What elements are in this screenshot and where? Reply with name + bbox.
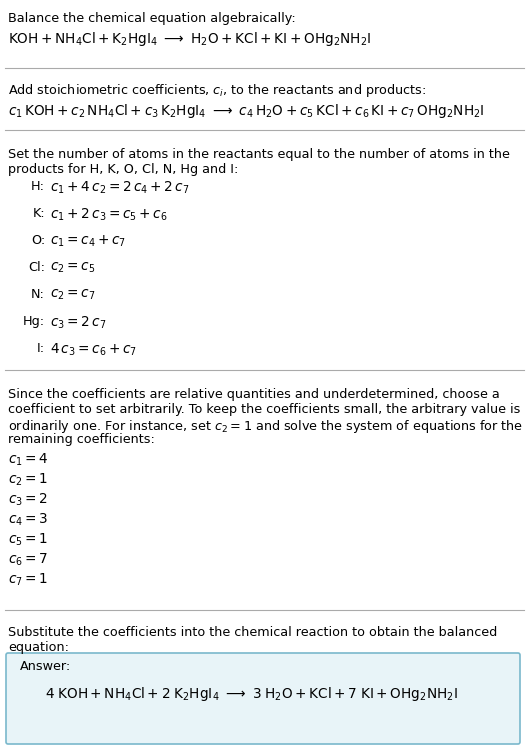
Text: $c_3 = 2\,c_7$: $c_3 = 2\,c_7$ — [50, 315, 106, 332]
Text: $c_1 + 4\,c_2 = 2\,c_4 + 2\,c_7$: $c_1 + 4\,c_2 = 2\,c_4 + 2\,c_7$ — [50, 180, 189, 196]
Text: ordinarily one. For instance, set $c_2 = 1$ and solve the system of equations fo: ordinarily one. For instance, set $c_2 =… — [8, 418, 523, 435]
Text: Answer:: Answer: — [20, 660, 71, 673]
Text: Cl:: Cl: — [28, 261, 45, 274]
Text: $c_5 = 1$: $c_5 = 1$ — [8, 532, 48, 548]
FancyBboxPatch shape — [6, 653, 520, 744]
Text: Substitute the coefficients into the chemical reaction to obtain the balanced: Substitute the coefficients into the che… — [8, 626, 497, 639]
Text: $c_4 = 3$: $c_4 = 3$ — [8, 512, 48, 528]
Text: Set the number of atoms in the reactants equal to the number of atoms in the: Set the number of atoms in the reactants… — [8, 148, 510, 161]
Text: $\mathrm{4\;KOH + NH_4Cl + 2\;K_2HgI_4 \ \longrightarrow \ 3\;H_2O + KCl + 7\;KI: $\mathrm{4\;KOH + NH_4Cl + 2\;K_2HgI_4 \… — [45, 685, 458, 703]
Text: products for H, K, O, Cl, N, Hg and I:: products for H, K, O, Cl, N, Hg and I: — [8, 163, 239, 176]
Text: Hg:: Hg: — [23, 315, 45, 328]
Text: $c_1\,\mathrm{KOH} + c_2\,\mathrm{NH_4Cl} + c_3\,\mathrm{K_2HgI_4}\ \longrightar: $c_1\,\mathrm{KOH} + c_2\,\mathrm{NH_4Cl… — [8, 102, 485, 120]
Text: K:: K: — [32, 207, 45, 220]
Text: Balance the chemical equation algebraically:: Balance the chemical equation algebraica… — [8, 12, 296, 25]
Text: remaining coefficients:: remaining coefficients: — [8, 433, 155, 446]
Text: $4\,c_3 = c_6 + c_7$: $4\,c_3 = c_6 + c_7$ — [50, 342, 137, 359]
Text: Since the coefficients are relative quantities and underdetermined, choose a: Since the coefficients are relative quan… — [8, 388, 500, 401]
Text: H:: H: — [31, 180, 45, 193]
Text: coefficient to set arbitrarily. To keep the coefficients small, the arbitrary va: coefficient to set arbitrarily. To keep … — [8, 403, 521, 416]
Text: O:: O: — [31, 234, 45, 247]
Text: $c_2 = c_5$: $c_2 = c_5$ — [50, 261, 95, 276]
Text: $c_3 = 2$: $c_3 = 2$ — [8, 492, 48, 509]
Text: I:: I: — [37, 342, 45, 355]
Text: $c_2 = c_7$: $c_2 = c_7$ — [50, 288, 95, 303]
Text: $\mathrm{KOH + NH_4Cl + K_2HgI_4 \ \longrightarrow \ H_2O + KCl + KI + OHg_2NH_2: $\mathrm{KOH + NH_4Cl + K_2HgI_4 \ \long… — [8, 30, 371, 48]
Text: equation:: equation: — [8, 641, 69, 654]
Text: N:: N: — [31, 288, 45, 301]
Text: Add stoichiometric coefficients, $c_i$, to the reactants and products:: Add stoichiometric coefficients, $c_i$, … — [8, 82, 426, 99]
Text: $c_7 = 1$: $c_7 = 1$ — [8, 572, 48, 589]
Text: $c_1 + 2\,c_3 = c_5 + c_6$: $c_1 + 2\,c_3 = c_5 + c_6$ — [50, 207, 168, 223]
Text: $c_1 = 4$: $c_1 = 4$ — [8, 452, 49, 468]
Text: $c_1 = c_4 + c_7$: $c_1 = c_4 + c_7$ — [50, 234, 126, 249]
Text: $c_2 = 1$: $c_2 = 1$ — [8, 472, 48, 489]
Text: $c_6 = 7$: $c_6 = 7$ — [8, 552, 48, 568]
